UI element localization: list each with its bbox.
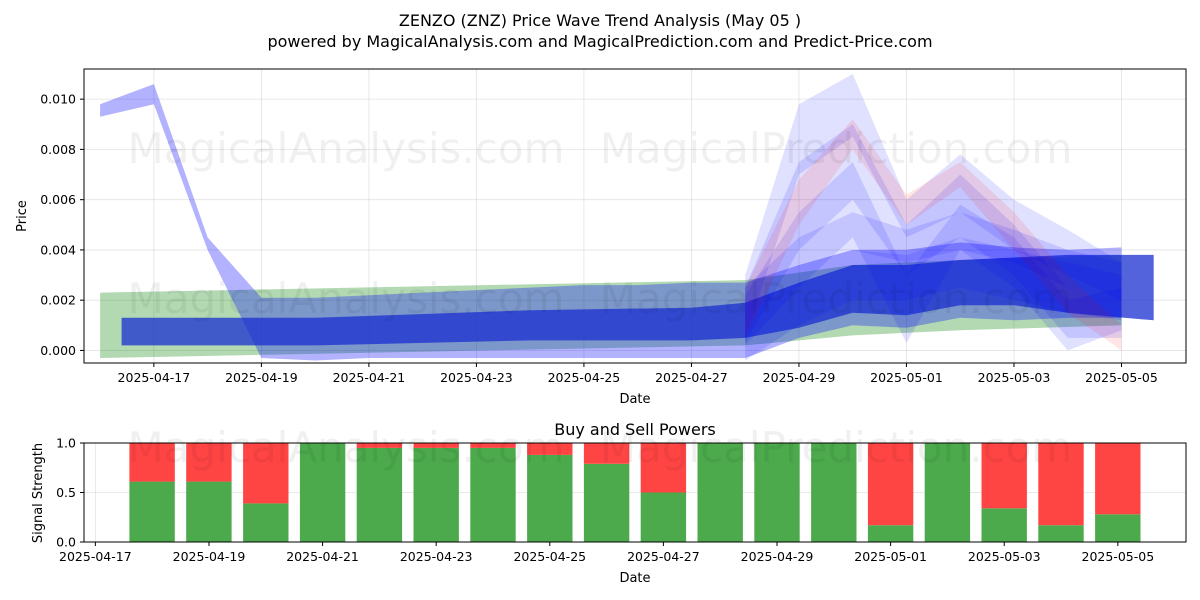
signal-y-ticks: 0.0 0.5 1.0 xyxy=(56,436,84,550)
sell-bar xyxy=(583,443,630,464)
chart-subtitle: powered by MagicalAnalysis.com and Magic… xyxy=(267,32,932,51)
price-x-tick-label: 2025-05-03 xyxy=(978,370,1051,385)
watermark-magicalanalysis-mid: MagicalAnalysis.com xyxy=(128,274,565,323)
signal-x-tick-label: 2025-04-23 xyxy=(400,549,473,564)
signal-x-tick-label: 2025-04-17 xyxy=(59,549,132,564)
price-grid xyxy=(84,69,1186,363)
signal-y-tick-label: 1.0 xyxy=(56,436,76,451)
watermark-signal-right: MagicalPrediction.com xyxy=(600,423,1073,472)
price-y-tick-label: 0.006 xyxy=(40,192,76,207)
price-x-tick-label: 2025-04-25 xyxy=(548,370,621,385)
sell-bar xyxy=(1038,443,1084,526)
sell-bar xyxy=(1095,443,1141,515)
signal-y-tick-label: 0.0 xyxy=(56,535,76,550)
signal-x-tick-label: 2025-05-05 xyxy=(1082,549,1155,564)
sell-bar xyxy=(356,443,403,448)
signal-x-tick-label: 2025-05-03 xyxy=(968,549,1041,564)
buy-bar xyxy=(583,463,630,542)
sell-bar xyxy=(640,443,687,493)
price-band-blue xyxy=(745,237,1122,361)
signal-x-tick-label: 2025-04-25 xyxy=(513,549,586,564)
sell-bar xyxy=(981,443,1027,509)
buy-bar xyxy=(413,447,459,542)
price-band-dark_blue xyxy=(121,254,1154,346)
watermark-signal-left: MagicalAnalysis.com xyxy=(128,423,565,472)
price-y-tick-label: 0.010 xyxy=(40,92,76,107)
signal-y-tick-label: 0.5 xyxy=(56,485,76,500)
price-x-tick-label: 2025-04-23 xyxy=(440,370,513,385)
watermark-magicalprediction-mid: MagicalPrediction.com xyxy=(600,274,1073,323)
price-x-tick-label: 2025-04-17 xyxy=(118,370,191,385)
price-x-tick-label: 2025-04-29 xyxy=(763,370,836,385)
signal-bars xyxy=(129,443,1141,542)
price-x-tick-label: 2025-05-01 xyxy=(870,370,943,385)
price-band-blue xyxy=(745,124,1122,343)
buy-bar xyxy=(470,447,516,542)
buy-bar xyxy=(129,481,175,542)
signal-x-ticks: 2025-04-17 2025-04-19 2025-04-21 2025-04-23… xyxy=(59,542,1154,564)
buy-bar xyxy=(811,443,857,542)
signal-x-tick-label: 2025-04-27 xyxy=(627,549,700,564)
buy-bar xyxy=(356,447,403,542)
price-x-tick-label: 2025-04-21 xyxy=(333,370,406,385)
buy-bar xyxy=(243,503,289,542)
signal-y-axis-label: Signal Strength xyxy=(31,443,46,543)
price-band-blue xyxy=(745,162,1122,351)
price-x-tick-label: 2025-04-19 xyxy=(225,370,298,385)
price-x-axis-label: Date xyxy=(619,392,650,407)
sell-bar xyxy=(243,443,289,504)
buy-bar xyxy=(981,508,1027,542)
price-band-blue xyxy=(745,212,1122,326)
signal-x-tick-label: 2025-04-21 xyxy=(286,549,359,564)
buy-bar xyxy=(697,443,743,542)
sell-bar xyxy=(413,443,459,448)
chart-title: ZENZO (ZNZ) Price Wave Trend Analysis (M… xyxy=(399,11,801,30)
price-band-blue xyxy=(745,74,1122,338)
price-bands xyxy=(100,74,1154,361)
signal-watermarks: MagicalAnalysis.com MagicalPrediction.co… xyxy=(128,423,1073,472)
price-watermarks: MagicalAnalysis.com MagicalPrediction.co… xyxy=(128,124,1073,323)
signal-x-axis-label: Date xyxy=(619,571,650,586)
price-y-ticks: 0.000 0.002 0.004 0.006 0.008 0.010 xyxy=(40,92,84,358)
sell-bar xyxy=(470,443,516,448)
buy-bar xyxy=(1038,525,1084,542)
price-y-axis-label: Price xyxy=(15,200,30,232)
price-y-tick-label: 0.002 xyxy=(40,293,76,308)
signal-title: Buy and Sell Powers xyxy=(554,420,716,439)
price-y-tick-label: 0.008 xyxy=(40,142,76,157)
price-x-tick-label: 2025-05-05 xyxy=(1085,370,1158,385)
buy-bar xyxy=(754,443,800,542)
sell-bar xyxy=(867,443,914,526)
price-y-tick-label: 0.000 xyxy=(40,343,76,358)
price-x-ticks: 2025-04-17 2025-04-19 2025-04-21 2025-04-23… xyxy=(118,363,1158,385)
signal-x-tick-label: 2025-04-19 xyxy=(173,549,246,564)
buy-bar xyxy=(527,454,573,542)
buy-bar xyxy=(1095,514,1141,542)
signal-x-tick-label: 2025-05-01 xyxy=(854,549,927,564)
sell-bar xyxy=(186,443,232,482)
sell-bar xyxy=(527,443,573,455)
price-plot-frame xyxy=(83,68,1187,364)
buy-bar xyxy=(640,492,687,542)
signal-x-tick-label: 2025-04-29 xyxy=(741,549,814,564)
buy-bar xyxy=(924,443,971,542)
price-y-tick-label: 0.004 xyxy=(40,242,76,257)
watermark-magicalprediction: MagicalPrediction.com xyxy=(600,124,1073,173)
buy-bar xyxy=(299,443,346,542)
price-panel: MagicalAnalysis.com MagicalPrediction.co… xyxy=(15,68,1187,407)
sell-bar xyxy=(129,443,175,482)
watermark-magicalanalysis: MagicalAnalysis.com xyxy=(128,124,565,173)
buy-bar xyxy=(186,481,232,542)
buy-bar xyxy=(867,525,914,542)
signal-panel: Buy and Sell Powers MagicalAnalysis.com … xyxy=(31,420,1187,586)
price-x-tick-label: 2025-04-27 xyxy=(655,370,728,385)
